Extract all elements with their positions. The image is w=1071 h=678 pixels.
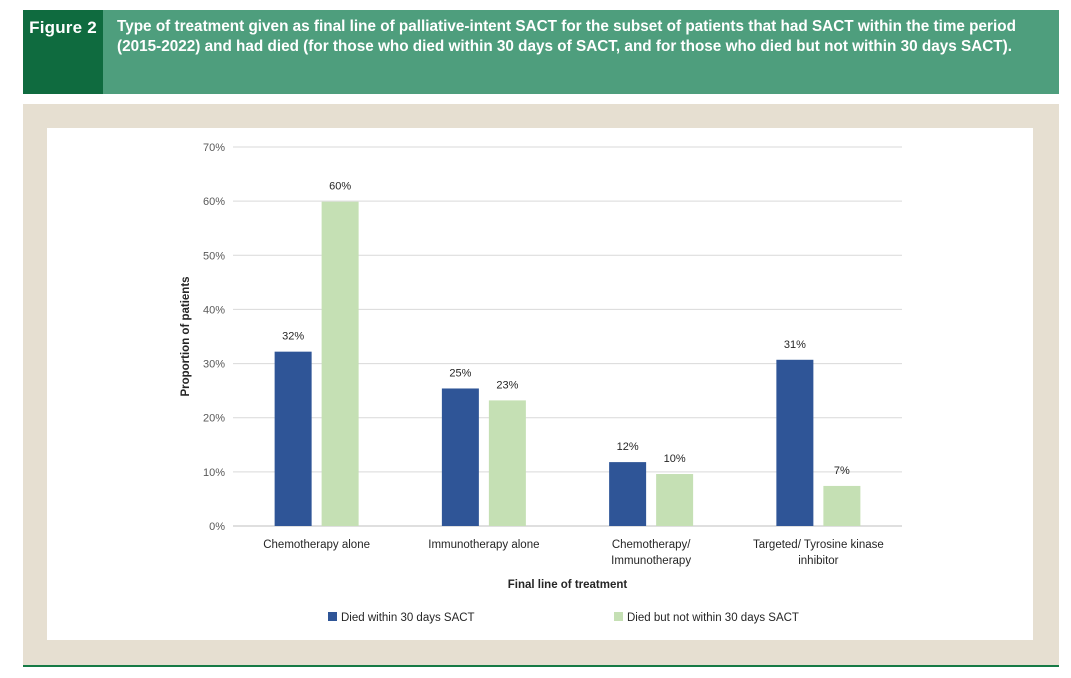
figure-header: Figure 2 Type of treatment given as fina… bbox=[23, 10, 1059, 94]
legend-label: Died but not within 30 days SACT bbox=[627, 612, 799, 624]
data-label: 32% bbox=[282, 331, 304, 343]
bar-died-within-30-days bbox=[776, 359, 814, 526]
data-label: 60% bbox=[329, 181, 351, 193]
y-tick-label: 20% bbox=[203, 413, 225, 425]
data-label: 10% bbox=[664, 453, 686, 465]
data-label: 25% bbox=[449, 367, 471, 379]
legend-swatch bbox=[328, 612, 337, 621]
bar-chart: 0% 10% 20% 30% 40% 50% 60% 70% 32% 60% Chemotherap… bbox=[180, 142, 902, 624]
bottom-divider bbox=[23, 665, 1059, 667]
x-tick-label: Chemotherapy alone bbox=[263, 539, 370, 551]
x-tick-label: Immunotherapy bbox=[611, 555, 691, 567]
y-tick-label: 40% bbox=[203, 304, 225, 316]
figure-title: Type of treatment given as final line of… bbox=[117, 18, 1016, 55]
y-tick-label: 10% bbox=[203, 467, 225, 479]
figure-label: Figure 2 bbox=[23, 10, 103, 94]
data-label: 12% bbox=[617, 441, 639, 453]
x-axis-title: Final line of treatment bbox=[508, 579, 628, 591]
data-label: 7% bbox=[834, 465, 850, 477]
chart-area: 0% 10% 20% 30% 40% 50% 60% 70% 32% 60% Chemotherap… bbox=[47, 128, 1033, 640]
data-label: 23% bbox=[496, 379, 518, 391]
bar-died-not-within-30-days bbox=[656, 474, 694, 526]
x-tick-label: Immunotherapy alone bbox=[428, 539, 539, 551]
data-label: 31% bbox=[784, 339, 806, 351]
bar-died-not-within-30-days bbox=[321, 201, 359, 526]
x-tick-label: inhibitor bbox=[798, 555, 838, 567]
bar-died-not-within-30-days bbox=[488, 400, 526, 526]
bar-died-within-30-days bbox=[274, 351, 312, 526]
legend-label: Died within 30 days SACT bbox=[341, 612, 475, 624]
x-tick-label: Chemotherapy/ bbox=[612, 539, 691, 551]
x-tick-label: Targeted/ Tyrosine kinase bbox=[753, 539, 884, 551]
bar-died-not-within-30-days bbox=[823, 485, 861, 526]
y-tick-label: 70% bbox=[203, 142, 225, 154]
bar-died-within-30-days bbox=[609, 462, 647, 526]
legend-swatch bbox=[614, 612, 623, 621]
bar-died-within-30-days bbox=[441, 388, 479, 526]
y-tick-label: 50% bbox=[203, 250, 225, 262]
y-tick-label: 30% bbox=[203, 359, 225, 371]
y-tick-label: 0% bbox=[209, 521, 225, 533]
y-tick-label: 60% bbox=[203, 196, 225, 208]
y-axis-title: Proportion of patients bbox=[180, 276, 192, 396]
